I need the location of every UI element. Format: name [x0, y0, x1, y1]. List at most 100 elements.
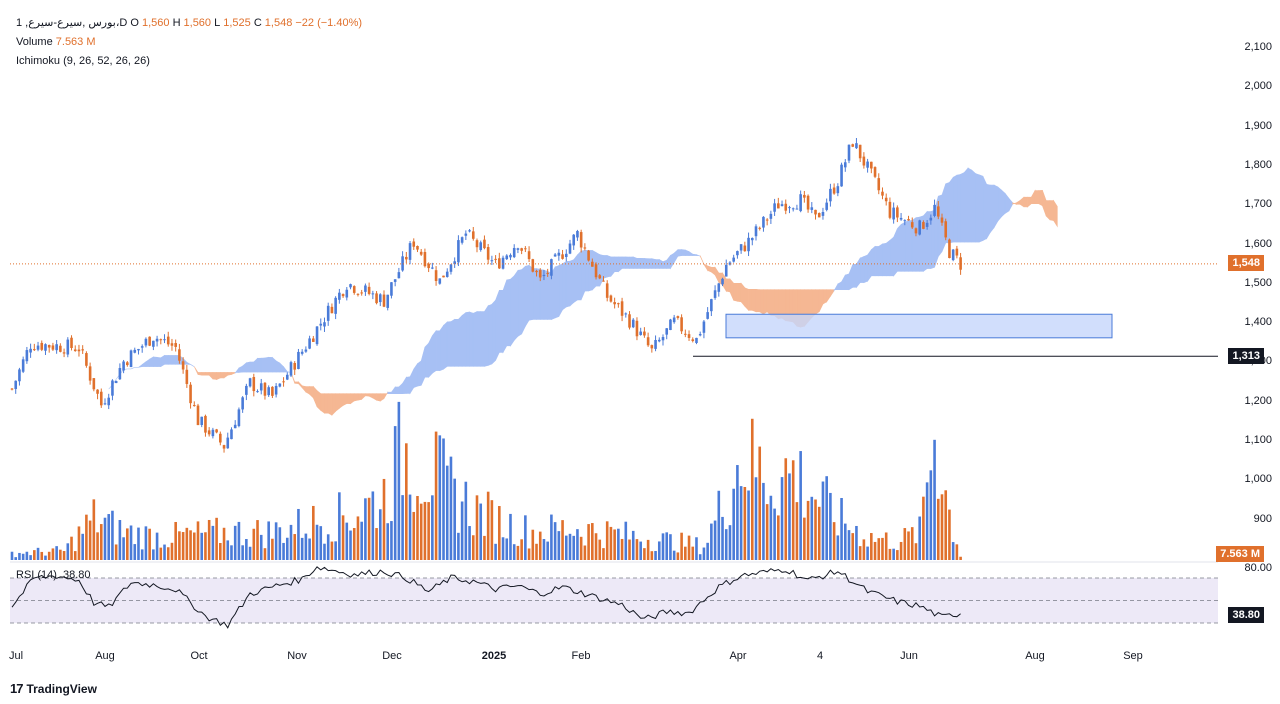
- rsi-path: [11, 566, 961, 629]
- cloud-segment: [234, 367, 240, 374]
- cloud-segment: [1053, 199, 1058, 228]
- cloud-segment: [368, 393, 374, 399]
- candle-body: [557, 252, 561, 256]
- candle-body: [899, 217, 903, 220]
- volume-bar: [33, 550, 36, 560]
- candle-body: [390, 282, 393, 296]
- volume-bar: [773, 508, 776, 560]
- y-tick-label: 1,700: [1244, 198, 1272, 211]
- cloud-segment: [573, 254, 578, 304]
- volume-bar: [617, 528, 620, 560]
- candle-body: [762, 216, 765, 228]
- x-tick-label: Jun: [900, 650, 918, 662]
- candle-body: [524, 248, 527, 250]
- volume-bar: [196, 521, 200, 560]
- candle-body: [825, 202, 828, 210]
- volume-bar: [47, 551, 51, 560]
- cloud-segment: [562, 260, 567, 311]
- volume-bar: [300, 537, 304, 560]
- cloud-segment: [565, 260, 571, 308]
- rsi-legend[interactable]: RSI (14) 38.80: [16, 569, 91, 581]
- cloud-segment: [636, 257, 641, 269]
- candle-body: [669, 319, 672, 331]
- volume-bar: [587, 524, 590, 560]
- candle-body: [721, 278, 724, 285]
- volume-bar: [189, 530, 192, 560]
- y-tick-label: 1,800: [1244, 158, 1272, 171]
- candle-body: [780, 204, 784, 207]
- volume-legend[interactable]: Volume 7.563 M: [16, 36, 96, 48]
- cloud-segment: [759, 289, 764, 315]
- candle-body: [520, 248, 523, 251]
- cloud-segment: [313, 385, 318, 407]
- candle-body: [483, 239, 486, 249]
- volume-bar: [680, 532, 683, 560]
- cloud-segment: [681, 249, 686, 256]
- candle-body: [144, 338, 148, 346]
- candle-body: [758, 227, 762, 229]
- volume-bar: [933, 439, 936, 560]
- candle-body: [445, 271, 449, 277]
- candle-body: [237, 409, 241, 427]
- candle-body: [21, 359, 25, 372]
- candle-body: [568, 243, 572, 254]
- volume-bar: [256, 520, 259, 560]
- candle-body: [572, 234, 576, 246]
- cloud-segment: [826, 289, 831, 303]
- candle-body: [907, 219, 910, 221]
- volume-bar: [126, 528, 129, 560]
- candle-body: [174, 343, 177, 347]
- candle-body: [155, 338, 159, 342]
- volume-bar: [951, 542, 955, 560]
- candle-body: [412, 241, 416, 247]
- cloud-segment: [618, 256, 623, 273]
- volume-bar: [36, 547, 40, 560]
- ichimoku-legend[interactable]: Ichimoku (9, 26, 52, 26, 26): [16, 55, 150, 67]
- candle-body: [375, 293, 378, 304]
- cloud-segment: [398, 382, 403, 394]
- support-price-badge: 1,313: [1228, 348, 1264, 364]
- volume-bar: [85, 514, 88, 560]
- candle-body: [736, 251, 739, 256]
- volume-bar: [736, 465, 739, 560]
- volume-bar: [319, 526, 323, 560]
- volume-bar: [308, 538, 311, 560]
- candle-body: [245, 385, 248, 395]
- candle-body: [832, 187, 836, 194]
- volume-bar: [107, 514, 111, 560]
- candle-body: [345, 289, 349, 298]
- volume-bar: [334, 541, 337, 560]
- volume-bar: [661, 533, 665, 560]
- volume-bar: [665, 532, 669, 560]
- volume-bar: [870, 533, 873, 560]
- volume-bar: [326, 534, 330, 560]
- candle-body: [948, 239, 951, 259]
- candle-body: [192, 405, 196, 407]
- x-tick-label: 4: [816, 650, 824, 662]
- volume-bar: [356, 516, 360, 560]
- tradingview-logo[interactable]: 17 TradingView: [10, 681, 97, 696]
- volume-bar: [207, 519, 211, 560]
- candle-body: [959, 257, 962, 270]
- x-tick-label: Dec: [382, 650, 402, 662]
- volume-bar: [401, 495, 404, 560]
- volume-bar: [338, 492, 341, 560]
- cloud-segment: [387, 391, 392, 394]
- volume-bar: [479, 503, 483, 560]
- candle-body: [847, 144, 851, 161]
- candle-body: [505, 255, 509, 260]
- cloud-segment: [227, 372, 232, 376]
- cloud-segment: [439, 324, 444, 372]
- candle-body: [259, 383, 263, 391]
- x-tick-label: Jul: [8, 650, 24, 662]
- volume-bar: [881, 537, 884, 560]
- candle-body: [535, 270, 538, 273]
- volume-bar: [498, 506, 501, 560]
- volume-bar: [643, 548, 646, 560]
- volume-badge: 7.563 M: [1216, 546, 1264, 562]
- cloud-segment: [138, 363, 143, 368]
- cloud-segment: [190, 364, 195, 367]
- cloud-segment: [841, 274, 846, 290]
- volume-bar: [181, 532, 185, 560]
